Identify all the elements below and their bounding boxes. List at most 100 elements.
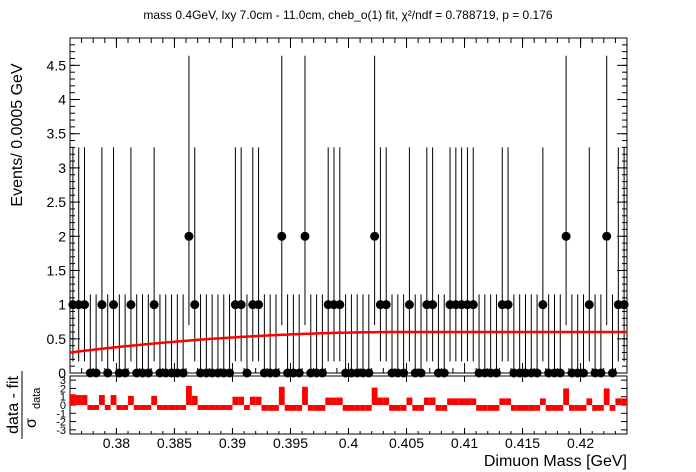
residual-bar bbox=[534, 405, 540, 411]
data-point bbox=[80, 300, 90, 310]
residual-bar bbox=[255, 396, 262, 405]
residual-bar bbox=[487, 405, 494, 411]
residual-bar bbox=[435, 405, 442, 411]
data-point bbox=[602, 231, 612, 241]
x-tick-label: 0.405 bbox=[389, 435, 424, 451]
data-point bbox=[120, 368, 130, 378]
residual-bar bbox=[383, 397, 390, 405]
residual-bar bbox=[354, 405, 361, 411]
residual-bar bbox=[133, 405, 140, 410]
data-point bbox=[225, 368, 235, 378]
chart-title: mass 0.4GeV, lxy 7.0cm - 11.0cm, cheb_o(… bbox=[143, 8, 553, 22]
y-tick-label: 3 bbox=[58, 160, 66, 176]
residual-bar bbox=[162, 405, 169, 410]
residual-bar bbox=[151, 395, 158, 405]
data-point bbox=[91, 368, 101, 378]
x-tick-label: 0.39 bbox=[219, 435, 246, 451]
residual-y-tick-label: -1 bbox=[56, 408, 66, 420]
data-point bbox=[468, 300, 478, 310]
residual-bar bbox=[394, 405, 401, 411]
data-point bbox=[370, 231, 380, 241]
residual-bar bbox=[580, 405, 587, 411]
data-point bbox=[242, 368, 252, 378]
residual-bar bbox=[70, 394, 76, 405]
residual-bar bbox=[563, 388, 569, 405]
data-point bbox=[538, 300, 548, 310]
residual-bar bbox=[325, 397, 332, 405]
residual-bar bbox=[615, 398, 622, 405]
data-point bbox=[578, 368, 588, 378]
residual-bar bbox=[197, 405, 204, 410]
x-tick-label: 0.4 bbox=[339, 435, 359, 451]
residual-bar bbox=[609, 405, 616, 411]
residual-bar bbox=[81, 395, 88, 405]
residual-bar bbox=[441, 405, 448, 411]
residual-bar bbox=[423, 397, 430, 405]
residual-y-tick-label: -3 bbox=[56, 425, 66, 437]
residual-bar bbox=[557, 405, 564, 411]
residual-bar bbox=[481, 405, 488, 411]
residual-bar bbox=[551, 405, 558, 411]
residual-bar bbox=[331, 397, 337, 405]
residual-ylabel-top: data - fit bbox=[5, 376, 22, 434]
fit-line bbox=[69, 330, 627, 354]
data-point bbox=[491, 368, 501, 378]
residual-bar bbox=[244, 405, 250, 410]
residual-bar bbox=[75, 395, 82, 405]
residual-bar bbox=[400, 405, 407, 411]
data-point bbox=[178, 368, 188, 378]
residual-bar bbox=[522, 405, 529, 411]
residual-y-tick-label: 3 bbox=[60, 375, 66, 387]
residual-bar bbox=[307, 405, 314, 411]
residual-bar bbox=[110, 395, 117, 405]
residual-axes: 0.38 0.385 0.39 0.395 0.4 0.405 0.41 0.415 0.42 3… bbox=[56, 375, 628, 451]
data-point bbox=[584, 300, 594, 310]
residual-bar bbox=[476, 405, 482, 411]
residual-bar bbox=[93, 405, 100, 410]
data-point bbox=[190, 300, 200, 310]
data-point bbox=[561, 231, 571, 241]
residual-bar bbox=[371, 387, 378, 405]
residual-bar bbox=[215, 405, 221, 410]
y-tick-label: 1.5 bbox=[47, 262, 67, 278]
data-point bbox=[503, 300, 513, 310]
data-point bbox=[126, 300, 136, 310]
residual-bar bbox=[568, 405, 575, 411]
residual-bar bbox=[99, 395, 105, 405]
residual-y-tick-label: 2 bbox=[60, 383, 66, 395]
residual-y-tick-label: 0 bbox=[60, 400, 66, 412]
residual-bar bbox=[273, 405, 279, 411]
y-tick-label: 2.5 bbox=[47, 194, 67, 210]
residual-bar bbox=[128, 395, 134, 405]
residual-bar bbox=[87, 405, 94, 410]
data-point bbox=[399, 368, 409, 378]
y-tick-label: 0.5 bbox=[47, 331, 67, 347]
data-point bbox=[109, 300, 119, 310]
residual-bar bbox=[365, 405, 372, 411]
x-tick-label: 0.38 bbox=[103, 435, 130, 451]
residual-bar bbox=[157, 405, 163, 410]
residual-bar bbox=[389, 405, 395, 411]
data-point bbox=[428, 300, 438, 310]
data-point bbox=[364, 368, 374, 378]
x-tick-label: 0.385 bbox=[157, 435, 192, 451]
y-axis-label: Events/ 0.0005 GeV bbox=[9, 63, 26, 207]
residual-bar bbox=[284, 405, 291, 411]
residual-bar bbox=[290, 405, 297, 411]
residual-bar bbox=[348, 405, 355, 411]
residual-bar bbox=[447, 398, 453, 405]
data-point bbox=[439, 368, 449, 378]
residual-bar bbox=[180, 405, 187, 410]
residual-bar bbox=[168, 405, 175, 410]
data-point bbox=[300, 231, 310, 241]
residual-bar bbox=[528, 405, 535, 411]
data-point bbox=[149, 300, 159, 310]
residual-bar bbox=[238, 396, 245, 405]
residual-bar bbox=[226, 405, 233, 410]
residual-bar bbox=[104, 405, 111, 410]
data-point bbox=[532, 368, 542, 378]
residual-bar bbox=[186, 385, 192, 405]
residual-bar bbox=[360, 405, 366, 411]
residual-bar bbox=[319, 405, 326, 411]
